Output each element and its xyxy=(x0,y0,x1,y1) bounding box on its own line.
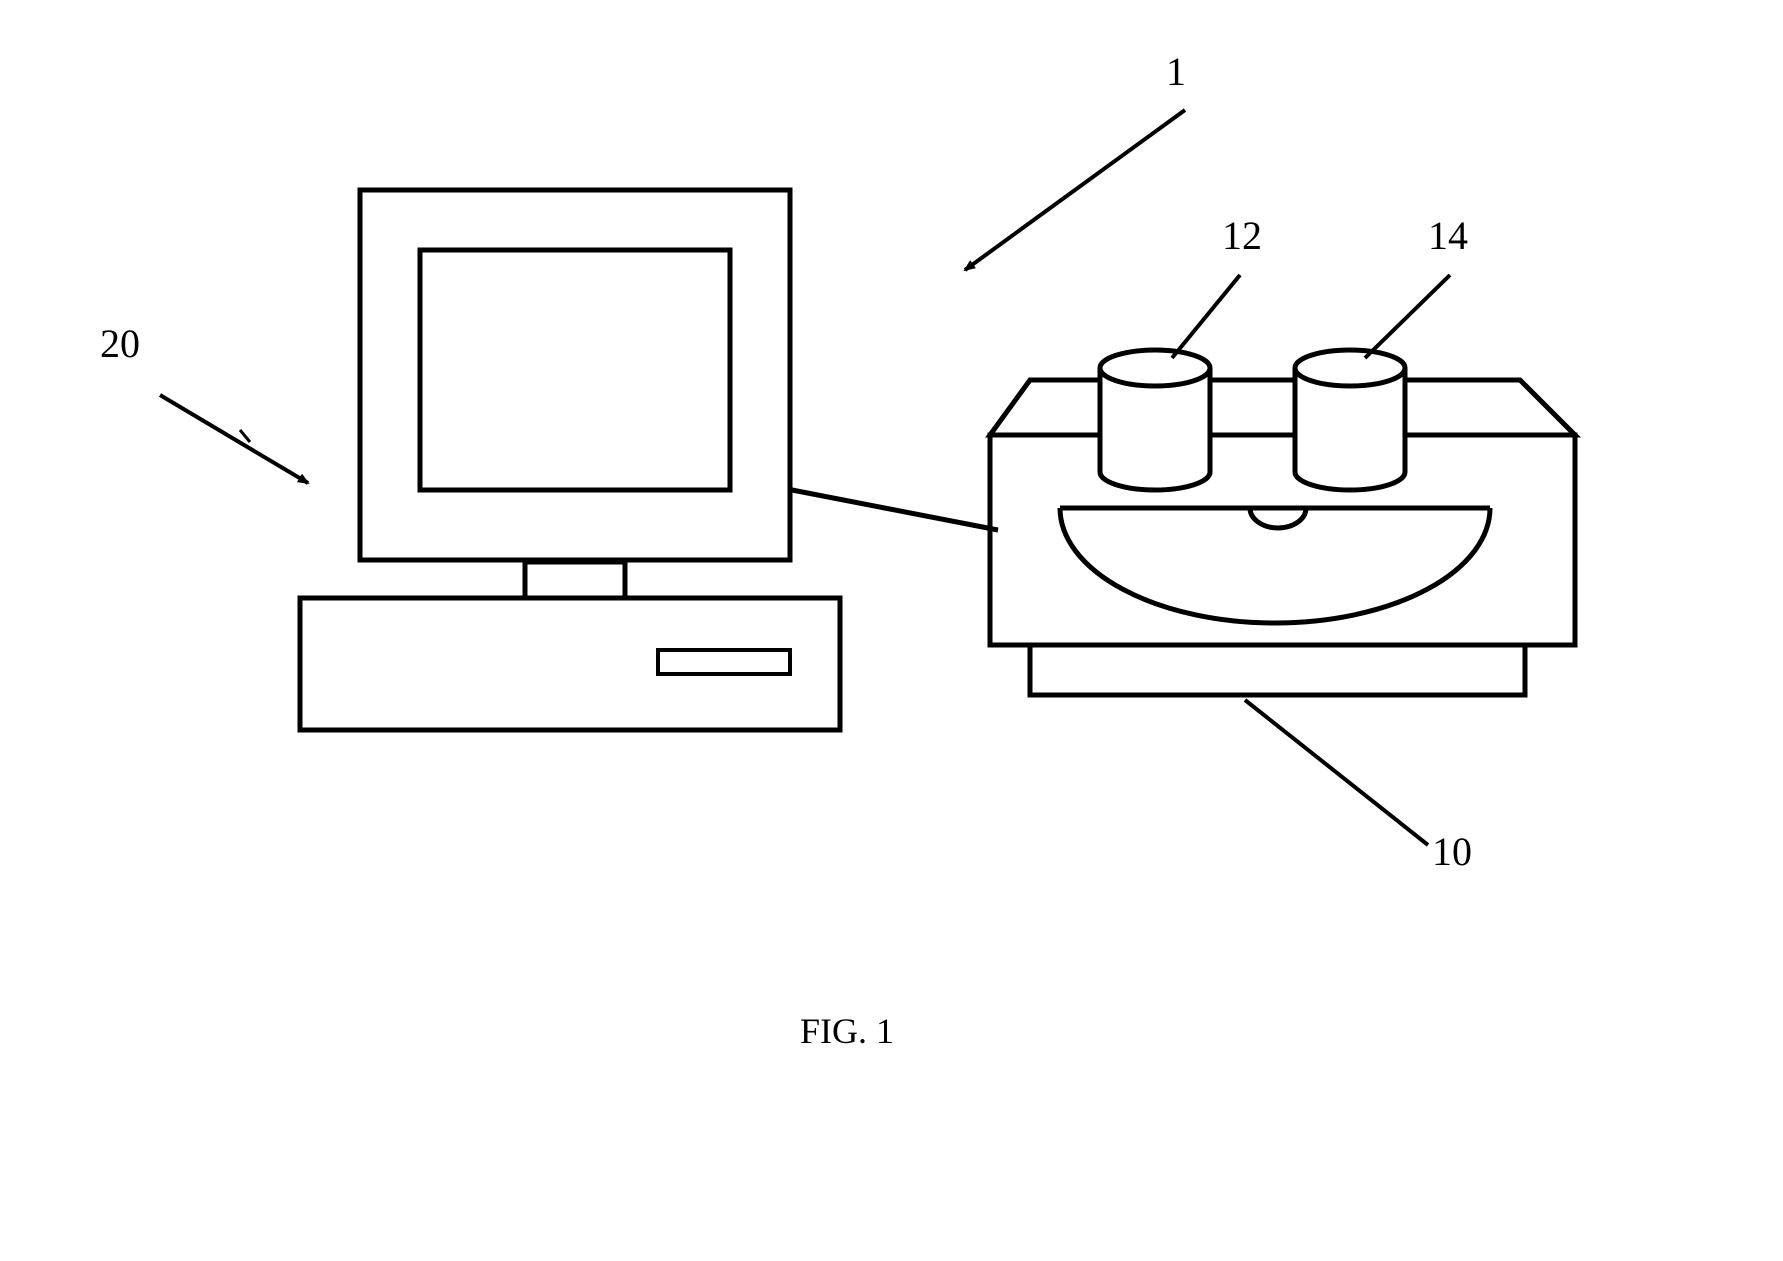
callout-label-20: 20 xyxy=(100,320,140,367)
device-front xyxy=(990,435,1575,645)
figure-caption: FIG. 1 xyxy=(800,1010,894,1052)
computer-base xyxy=(300,598,840,730)
device-base xyxy=(1030,645,1525,695)
device-top-face xyxy=(990,380,1575,435)
figure-svg xyxy=(0,0,1783,1261)
connector-line xyxy=(792,490,998,530)
cylinder-left xyxy=(1100,350,1210,490)
callout-label-14: 14 xyxy=(1428,212,1468,259)
callout-line-14 xyxy=(1365,275,1450,358)
callout-arrow-1 xyxy=(965,110,1185,270)
cylinder-right xyxy=(1295,350,1405,490)
callout-line-12 xyxy=(1172,275,1240,358)
monitor-outer xyxy=(360,190,790,560)
callout-arrow-20 xyxy=(160,395,308,483)
callout-line-10 xyxy=(1245,700,1428,845)
callout-label-10: 10 xyxy=(1432,828,1472,875)
monitor-neck xyxy=(525,562,625,598)
callout-label-12: 12 xyxy=(1222,212,1262,259)
monitor-screen xyxy=(420,250,730,490)
callout-label-1: 1 xyxy=(1166,48,1186,95)
